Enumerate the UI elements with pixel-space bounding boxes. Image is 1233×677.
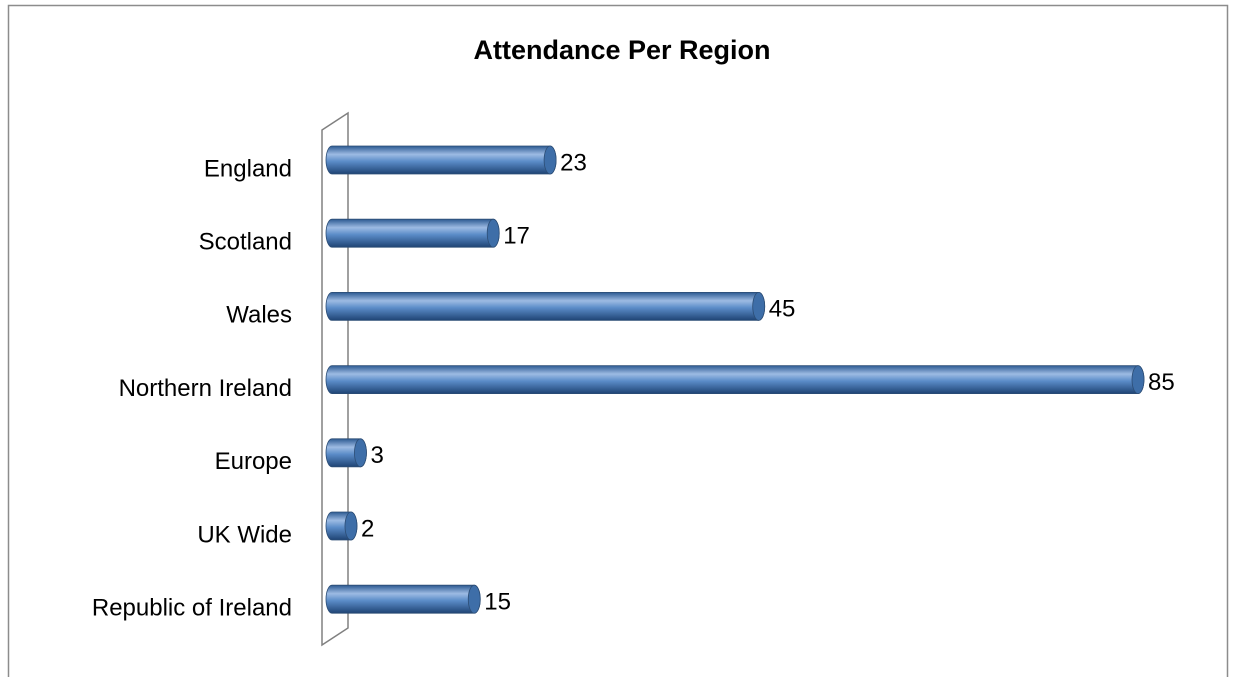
bar-cap [467,584,481,614]
bar [325,365,1145,394]
chart-frame [7,4,1229,677]
data-label: 85 [1148,369,1175,396]
bar [325,292,766,321]
bar-cap [486,218,500,248]
y-tick-label: Northern Ireland [119,375,292,402]
bar-cap [1131,365,1145,395]
bar [325,145,557,175]
chart-title: Attendance Per Region [473,35,770,65]
y-tick-label: Wales [226,302,292,329]
y-tick-label: Republic of Ireland [92,595,292,622]
y-tick-label: UK Wide [197,521,292,548]
y-tick-label: Europe [215,448,292,475]
bar [325,218,500,248]
data-label: 3 [370,442,383,469]
data-label: 15 [484,589,511,616]
data-label: 2 [361,515,374,542]
bar-cap [344,511,358,541]
bar-cap [543,145,557,175]
y-tick-label: England [204,155,292,182]
bar-cap [752,291,766,321]
data-label: 23 [560,149,587,176]
data-label: 45 [769,296,796,323]
y-tick-label: Scotland [199,229,292,256]
data-label: 17 [503,223,530,250]
bar-cap [354,438,367,468]
bar [325,584,481,614]
